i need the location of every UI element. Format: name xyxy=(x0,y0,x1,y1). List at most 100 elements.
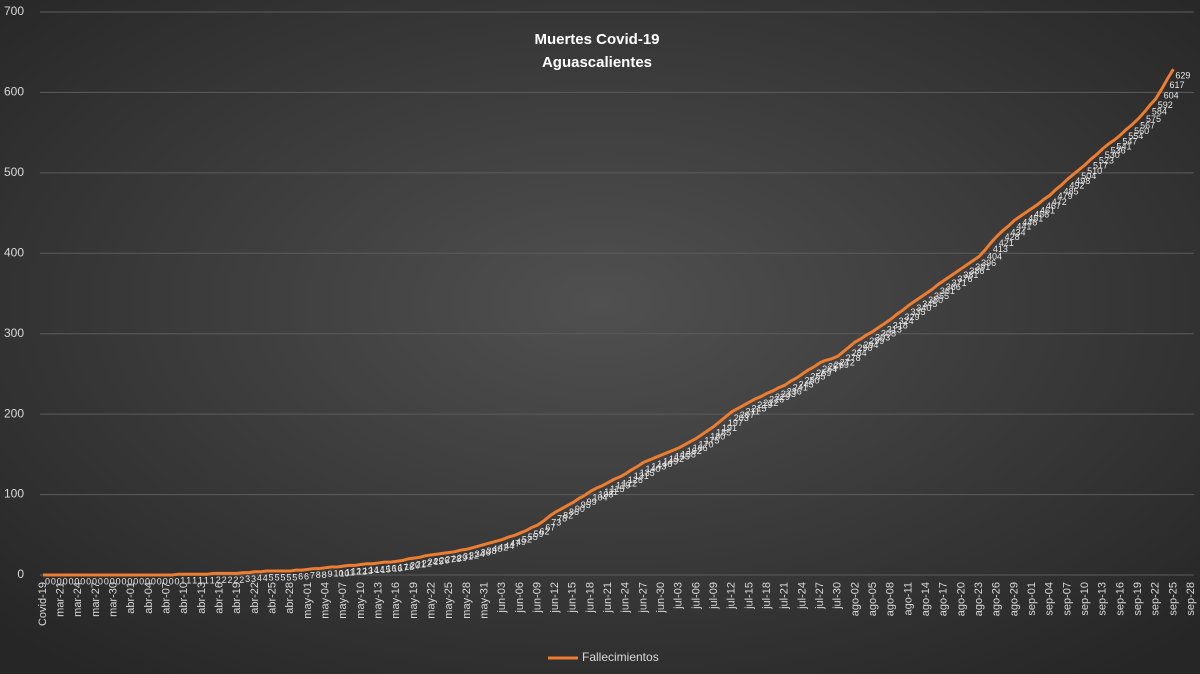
data-label: 229 xyxy=(775,392,790,402)
x-tick-label: jun-27 xyxy=(637,582,649,614)
legend-label: Fallecimientos xyxy=(582,650,659,664)
data-label: 215 xyxy=(751,403,766,413)
data-label: 355 xyxy=(934,291,949,301)
data-label: 6 xyxy=(304,572,309,582)
data-label: 554 xyxy=(1128,131,1143,141)
data-label: 42 xyxy=(498,543,508,553)
data-label: 1 xyxy=(180,576,185,586)
x-tick-label: may-28 xyxy=(461,582,473,619)
data-label: 530 xyxy=(1105,150,1120,160)
x-tick-label: mar-27 xyxy=(90,582,102,617)
data-label: 8 xyxy=(316,570,321,580)
x-tick-label: jun-15 xyxy=(567,582,579,614)
x-tick-label: sep-22 xyxy=(1150,582,1162,616)
x-tick-label: ago-05 xyxy=(867,582,879,616)
data-label: 16 xyxy=(386,564,396,574)
data-label: 4 xyxy=(263,573,268,583)
data-label: 13 xyxy=(363,566,373,576)
data-label: 0 xyxy=(157,576,162,586)
data-label: 517 xyxy=(1093,161,1108,171)
data-label: 0 xyxy=(133,576,138,586)
data-label: 3 xyxy=(251,574,256,584)
data-label: 381 xyxy=(963,270,978,280)
data-label: 104 xyxy=(593,493,608,503)
data-label: 303 xyxy=(875,333,890,343)
data-label: 59 xyxy=(534,529,544,539)
data-label: 86 xyxy=(569,507,579,517)
data-label: 1 xyxy=(204,576,209,586)
data-label: 36 xyxy=(481,547,491,557)
data-label: 140 xyxy=(645,464,660,474)
data-label: 26 xyxy=(439,555,449,565)
y-tick-label: 100 xyxy=(4,487,24,501)
data-label: 90 xyxy=(575,504,585,514)
x-tick-label: sep-07 xyxy=(1061,582,1073,616)
data-label: 0 xyxy=(151,576,156,586)
data-label: 0 xyxy=(86,576,91,586)
y-tick-label: 200 xyxy=(4,406,24,420)
data-label: 421 xyxy=(999,238,1014,248)
x-tick-label: jul-30 xyxy=(832,582,844,610)
data-label: 241 xyxy=(793,383,808,393)
data-label: 345 xyxy=(922,299,937,309)
data-label: 329 xyxy=(905,312,920,322)
data-label: 21 xyxy=(416,559,426,569)
chart-subtitle: Aguascalientes xyxy=(542,54,652,71)
data-label: 203 xyxy=(734,413,749,423)
x-tick-label: jun-09 xyxy=(531,582,543,614)
data-label: 0 xyxy=(139,576,144,586)
data-label: 197 xyxy=(728,418,743,428)
data-label: 119 xyxy=(616,481,630,491)
data-label: 0 xyxy=(98,576,103,586)
data-label: 0 xyxy=(127,576,132,586)
data-label: 1 xyxy=(192,576,197,586)
data-label: 0 xyxy=(51,576,56,586)
x-tick-label: abr-19 xyxy=(231,582,243,614)
data-label: 25 xyxy=(434,556,444,566)
data-label: 191 xyxy=(722,423,737,433)
x-tick-label: sep-16 xyxy=(1114,582,1126,616)
x-tick-label: abr-01 xyxy=(125,582,137,614)
data-label: 5 xyxy=(292,572,297,582)
y-tick-label: 700 xyxy=(4,4,24,18)
data-label: 0 xyxy=(57,576,62,586)
data-label: 27 xyxy=(445,555,455,565)
data-label: 7 xyxy=(310,571,315,581)
x-tick-label: jul-18 xyxy=(761,582,773,610)
data-label: 143 xyxy=(651,461,666,471)
x-tick-label: jul-24 xyxy=(796,582,808,610)
x-tick-label: abr-07 xyxy=(160,582,172,614)
data-label: 0 xyxy=(116,576,121,586)
x-tick-label: may-01 xyxy=(302,582,314,619)
data-label: 510 xyxy=(1087,166,1102,176)
data-label: 95 xyxy=(581,500,591,510)
data-label: 62 xyxy=(540,527,550,537)
data-label: 386 xyxy=(969,266,984,276)
data-label: 0 xyxy=(169,576,174,586)
x-tick-label: may-22 xyxy=(425,582,437,619)
data-label: 396 xyxy=(981,258,996,268)
data-label: 299 xyxy=(869,336,884,346)
data-label: 5 xyxy=(280,572,285,582)
data-label: 14 xyxy=(375,565,385,575)
data-label: 185 xyxy=(716,428,731,438)
x-tick-label: jun-12 xyxy=(549,582,561,614)
data-label: 2 xyxy=(239,575,244,585)
x-tick-label: mar-21 xyxy=(55,582,67,617)
x-tick-label: ago-23 xyxy=(973,582,985,616)
data-label: 4 xyxy=(257,573,262,583)
x-tick-label: ago-26 xyxy=(991,582,1003,616)
data-label: 391 xyxy=(975,262,990,272)
data-label: 73 xyxy=(551,518,561,528)
y-tick-label: 600 xyxy=(4,85,24,99)
x-tick-label: sep-04 xyxy=(1044,582,1056,616)
data-label: 324 xyxy=(899,316,914,326)
data-label: 236 xyxy=(787,387,802,397)
data-label: 115 xyxy=(610,484,624,494)
data-label: 267 xyxy=(828,362,843,372)
data-label: 49 xyxy=(516,537,526,547)
data-label: 371 xyxy=(952,278,967,288)
x-tick-label: jul-21 xyxy=(779,582,791,610)
data-label: 366 xyxy=(946,282,961,292)
x-tick-label: jul-27 xyxy=(814,582,826,610)
